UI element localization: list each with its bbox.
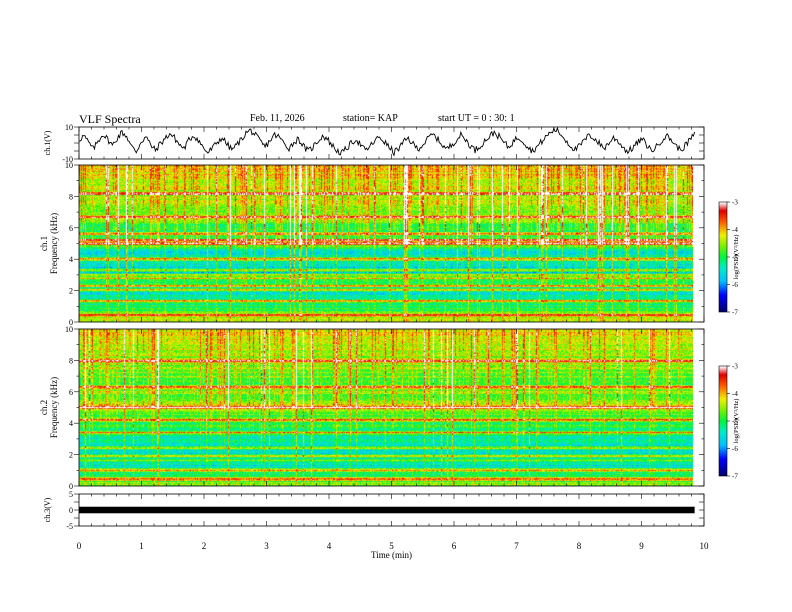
date-label: Feb. 11, 2026 — [250, 113, 305, 124]
y-tick-label: 6 — [69, 388, 73, 397]
waveform-layer — [78, 126, 696, 514]
y-tick-label: -10 — [62, 155, 73, 164]
colorbar-tick-label: -5 — [732, 254, 738, 262]
x-tick-label: 3 — [264, 541, 269, 551]
spectrogram-image-ch1 — [79, 165, 693, 322]
x-tick-label: 9 — [639, 541, 644, 551]
x-tick-label: 4 — [327, 541, 332, 551]
x-tick-label: 1 — [139, 541, 144, 551]
y-tick-label: 5 — [69, 490, 73, 499]
colorbar-tick-label: -5 — [732, 418, 738, 426]
y-tick-label: 0 — [69, 318, 73, 327]
colorbar-label: log(PSD)(V²/Hz) — [733, 399, 740, 444]
colorbar-label: log(PSD)(V²/Hz) — [733, 235, 740, 280]
x-tick-label: 10 — [700, 541, 710, 551]
ch1-channel-label: ch.1 — [39, 236, 49, 251]
x-axis-title: Time (min) — [371, 550, 412, 560]
label-layer: -3 -4 -5 -6 -7 log(PSD)(V²/Hz) -3 -4 -5 -6 -7 log(P… — [39, 123, 740, 560]
spectrogram-layer — [79, 165, 727, 486]
x-tick-label: 8 — [577, 541, 582, 551]
colorbar-tick-label: -4 — [732, 226, 738, 234]
y-tick-label: 4 — [69, 419, 73, 428]
ch1-axis-label: ch.1(V) — [43, 130, 52, 155]
x-tick-label: 7 — [514, 541, 519, 551]
spectrogram-image-ch2 — [79, 329, 693, 486]
y-tick-label: 8 — [69, 192, 73, 201]
colorbar-tick-label: -7 — [732, 309, 738, 317]
start-time-label: start UT = 0 : 30: 1 — [438, 113, 515, 124]
x-tick-label: 0 — [77, 541, 82, 551]
chart-title: VLF Spectra — [79, 112, 141, 126]
colorbar-ch1 — [719, 202, 727, 312]
colorbar-tick-label: -3 — [732, 363, 738, 371]
ch2-channel-label: ch.2 — [39, 400, 49, 415]
ch2-frequency-label: Frequency (kHz) — [49, 377, 59, 438]
y-tick-label: 4 — [69, 255, 73, 264]
y-tick-label: 10 — [65, 161, 73, 170]
x-tick-label: 2 — [202, 541, 207, 551]
colorbar-tick-label: -3 — [732, 199, 738, 207]
ch1-waveform-line — [78, 126, 696, 157]
frame-layer — [74, 126, 730, 527]
ch3-axis-label: ch.3(V) — [43, 497, 52, 522]
colorbar-tick-label: -6 — [732, 281, 738, 289]
station-label: station= KAP — [343, 113, 398, 124]
colorbar-ch2 — [719, 366, 727, 476]
y-tick-label: 2 — [69, 287, 73, 296]
y-tick-label: 0 — [69, 506, 73, 515]
y-tick-label: 10 — [65, 325, 73, 334]
y-tick-label: -5 — [66, 522, 73, 531]
x-tick-label: 6 — [452, 541, 457, 551]
y-tick-label: 2 — [69, 451, 73, 460]
colorbar-tick-label: -6 — [732, 445, 738, 453]
y-tick-label: 6 — [69, 224, 73, 233]
y-tick-label: 8 — [69, 356, 73, 365]
x-tick-label: 5 — [389, 541, 394, 551]
colorbar-tick-label: -7 — [732, 473, 738, 481]
y-tick-label: 10 — [65, 123, 73, 132]
y-tick-label: 0 — [69, 482, 73, 491]
ch3-waveform-band — [79, 506, 695, 514]
ch1-frequency-label: Frequency (kHz) — [49, 213, 59, 274]
colorbar-tick-label: -4 — [732, 390, 738, 398]
